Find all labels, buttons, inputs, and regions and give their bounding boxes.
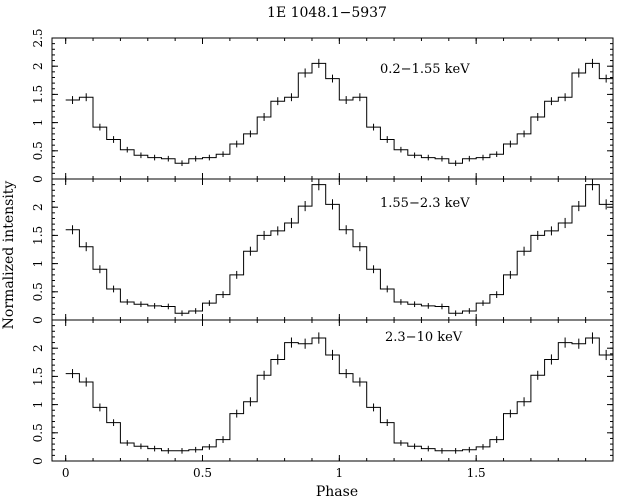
x-tick-label: 0.5 [193, 466, 212, 480]
panel-frame [51, 319, 614, 462]
y-tick-label: 2 [31, 62, 45, 70]
y-tick-label: 0 [31, 175, 45, 183]
y-tick-label: 2 [31, 344, 45, 352]
profile-step-line [65, 184, 613, 314]
y-tick-label: 2 [31, 203, 45, 211]
y-tick-label: 0 [31, 457, 45, 465]
x-tick-label: 1.5 [467, 466, 486, 480]
y-tick-label: 0.5 [31, 423, 45, 442]
profile-step-line [65, 337, 613, 452]
panel-energy-label: 1.55−2.3 keV [380, 196, 470, 211]
x-axis-label: Phase [316, 484, 358, 500]
y-tick-label: 1.5 [31, 367, 45, 386]
panel-top: 0.2−1.55 keV 0 0.5 1 1.5 2 2.5 [31, 28, 614, 183]
x-tick-label: 0 [62, 466, 70, 480]
y-tick-label: 1 [31, 401, 45, 409]
y-tick-label: 2.5 [31, 28, 45, 47]
y-tick-label: 0.5 [31, 141, 45, 160]
y-tick-label: 0.5 [31, 282, 45, 301]
y-axis-label: Normalized intensity [1, 181, 17, 330]
y-tick-label: 1.5 [31, 85, 45, 104]
panel-bottom: 2.3−10 keV 0 0.5 1 1.5 2 0 0.5 1 1.5 [31, 319, 614, 480]
y-tick-label: 1.5 [31, 226, 45, 245]
figure-title: 1E 1048.1−5937 [267, 5, 387, 21]
panel-energy-label: 0.2−1.55 keV [380, 62, 470, 77]
profile-step-line [65, 62, 613, 164]
panel-middle: 1.55−2.3 keV 0 0.5 1 1.5 2 [31, 178, 614, 324]
x-tick-label: 1 [336, 466, 344, 480]
y-tick-label: 1 [31, 260, 45, 268]
y-tick-label: 0 [31, 316, 45, 324]
y-tick-label: 1 [31, 119, 45, 127]
panel-energy-label: 2.3−10 keV [385, 330, 463, 345]
panel-frame [51, 37, 614, 180]
